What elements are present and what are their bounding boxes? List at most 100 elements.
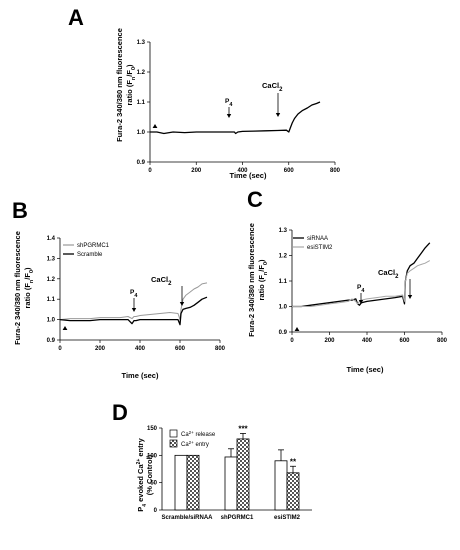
- panel-b: Fura-2 340/380 nm fluorescence ratio (Fn…: [13, 231, 226, 380]
- panel-c-xtick-label: 400: [362, 338, 373, 344]
- legend-swatch-ca-release: [169, 429, 178, 438]
- panel-d-ylabel-line1: P4 evoked Ca2+ entry: [136, 437, 148, 511]
- panel-a-ylabel-line2: ratio (Fn/F0): [125, 64, 137, 106]
- panel-c-cacl2-annotation: CaCl2: [378, 268, 413, 299]
- panel-d-significance: ***: [238, 424, 248, 433]
- panel-d-ylabel-line2: (% Control): [145, 454, 154, 495]
- panel-a-ytick-label: 1.2: [137, 70, 146, 76]
- panel-b-ytick-label: 0.9: [47, 338, 56, 344]
- panel-b-plot: 0.9 1.0 1.1 1.2 1.3 1.4 0 200 400 600 800: [47, 236, 226, 352]
- panel-a-p4-label: P4: [225, 98, 233, 108]
- panel-a-p4-arrowhead: [226, 114, 232, 118]
- panel-b-ytick-label: 1.1: [47, 297, 56, 303]
- panel-a-cacl2-annotation: CaCl2: [262, 81, 283, 117]
- panel-a-xlabel: Time (sec): [230, 171, 267, 180]
- panel-d-bar-entry: [186, 454, 200, 511]
- panel-b-p4-label: P4: [130, 289, 138, 299]
- panel-c-p4-annotation: P4: [357, 284, 365, 304]
- panel-d-ytick-label: 100: [147, 453, 158, 459]
- panel-c-series-sirnaa: [292, 242, 431, 308]
- panel-letter-c: C: [247, 187, 263, 212]
- panel-a-ytick-label: 0.9: [137, 160, 146, 166]
- panel-d-category-label: esiSTIM2: [274, 515, 301, 521]
- panel-c-xtick-label: 0: [290, 338, 294, 344]
- panel-c-p4-label: P4: [357, 284, 365, 294]
- panel-c-series-esistim2: [292, 260, 431, 307]
- legend-label-sirnaa: siRNAA: [307, 236, 328, 242]
- panel-b-xtick-label: 800: [215, 346, 226, 352]
- panel-d-category-label: Scramble/siRNAA: [161, 515, 213, 521]
- panel-d-category-label: shPGRMC1: [221, 515, 254, 521]
- panel-a-xtick-label: 200: [191, 168, 202, 174]
- panel-b-p4-annotation: P4: [130, 289, 138, 312]
- panel-c-ytick-label: 1.2: [279, 254, 288, 260]
- panel-c-ytick-label: 0.9: [279, 330, 288, 336]
- legend-label-scramble: Scramble: [77, 252, 103, 258]
- panel-d-ytick-label: 150: [147, 426, 158, 432]
- panel-b-cacl2-annotation: CaCl2: [151, 275, 185, 306]
- panel-d-significance: **: [290, 457, 297, 466]
- panel-a-xtick-label: 800: [330, 168, 341, 174]
- panel-c-p4-arrowhead: [358, 300, 364, 304]
- panel-b-ytick-label: 1.3: [47, 256, 56, 262]
- panel-b-legend: shPGRMC1 Scramble: [63, 243, 110, 258]
- panel-b-ytick-label: 1.2: [47, 277, 56, 283]
- panel-a-series-trace-0: [150, 101, 321, 135]
- panel-letter-d: D: [112, 400, 128, 425]
- panel-b-ytick-label: 1.0: [47, 318, 56, 324]
- panel-c: Fura-2 340/380 nm fluorescence ratio (Fn…: [247, 223, 448, 374]
- legend-label-ca-entry: Ca2+ entry: [181, 440, 209, 449]
- panel-b-series-scramble: [59, 296, 208, 326]
- panel-c-legend: siRNAA esiSTIM2: [293, 236, 333, 251]
- panel-c-plot: 0.9 1.0 1.1 1.2 1.3 0 200 400 600 800: [279, 228, 448, 344]
- panel-b-cacl2-arrowhead: [179, 302, 185, 306]
- panel-d-ytick-label: 50: [150, 481, 157, 487]
- panel-b-xtick-label: 400: [135, 346, 146, 352]
- panel-b-cacl2-label: CaCl2: [151, 275, 172, 287]
- panel-d-plot: 0 50 100 150 Scramble/siRNAA shPGRMC1 esiSTIM2…: [147, 424, 312, 521]
- panel-d-bar-entry: [236, 438, 250, 511]
- panel-letter-a: A: [68, 5, 84, 30]
- panel-b-series-shpgrmc1: [59, 282, 208, 321]
- panel-c-ytick-label: 1.1: [279, 279, 288, 285]
- panel-a-cacl2-arrowhead: [275, 113, 281, 117]
- legend-swatch-ca-entry: [169, 439, 178, 448]
- panel-b-ytick-label: 1.4: [47, 236, 56, 242]
- panel-b-ylabel-line2: ratio (Fn/F0): [23, 267, 35, 309]
- panel-d-bar-release: [274, 460, 288, 511]
- legend-label-esistim2: esiSTIM2: [307, 245, 333, 251]
- panel-a-ylabel-line1: Fura-2 340/380 nm fluorescence: [115, 28, 124, 142]
- legend-label-shpgrmc1: shPGRMC1: [77, 243, 110, 249]
- panel-c-ylabel-line1: Fura-2 340/380 nm fluorescence: [247, 223, 256, 337]
- panel-a-start-triangle: [152, 124, 158, 128]
- panel-b-xtick-label: 600: [175, 346, 186, 352]
- panel-a: Fura-2 340/380 nm fluorescence ratio (Fn…: [115, 28, 341, 180]
- panel-c-start-triangle: [294, 327, 300, 331]
- panel-d-bar-entry: [286, 472, 300, 511]
- panel-c-cacl2-arrowhead: [407, 295, 413, 299]
- panel-a-ytick-label: 1.1: [137, 100, 146, 106]
- panel-b-ylabel-line1: Fura-2 340/380 nm fluorescence: [13, 231, 22, 345]
- panel-d-bar-release: [174, 454, 188, 511]
- panel-d-bar-release: [224, 456, 238, 511]
- panel-a-xtick-label: 0: [148, 168, 152, 174]
- panel-b-p4-arrowhead: [131, 308, 137, 312]
- panel-a-ytick-label: 1.3: [137, 40, 146, 46]
- panel-b-start-triangle: [62, 326, 68, 330]
- panel-c-xtick-label: 600: [399, 338, 410, 344]
- panel-a-xtick-label: 600: [284, 168, 295, 174]
- panel-d: P4 evoked Ca2+ entry (% Control) 0 50 100 1…: [136, 424, 312, 521]
- panel-c-xtick-label: 200: [324, 338, 335, 344]
- panel-a-p4-annotation: P4: [225, 98, 233, 118]
- panel-c-ytick-label: 1.0: [279, 305, 288, 311]
- panel-b-xtick-label: 200: [95, 346, 106, 352]
- panel-d-ytick-label: 0: [154, 508, 158, 514]
- panel-c-xlabel: Time (sec): [347, 365, 384, 374]
- panel-c-ylabel-line2: ratio (Fn/F0): [257, 259, 269, 301]
- panel-d-legend: Ca2+ release Ca2+ entry: [169, 429, 216, 449]
- panel-b-xtick-label: 0: [58, 346, 62, 352]
- panel-c-cacl2-label: CaCl2: [378, 268, 399, 280]
- panel-c-ytick-label: 1.3: [279, 228, 288, 234]
- panel-b-xlabel: Time (sec): [122, 371, 159, 380]
